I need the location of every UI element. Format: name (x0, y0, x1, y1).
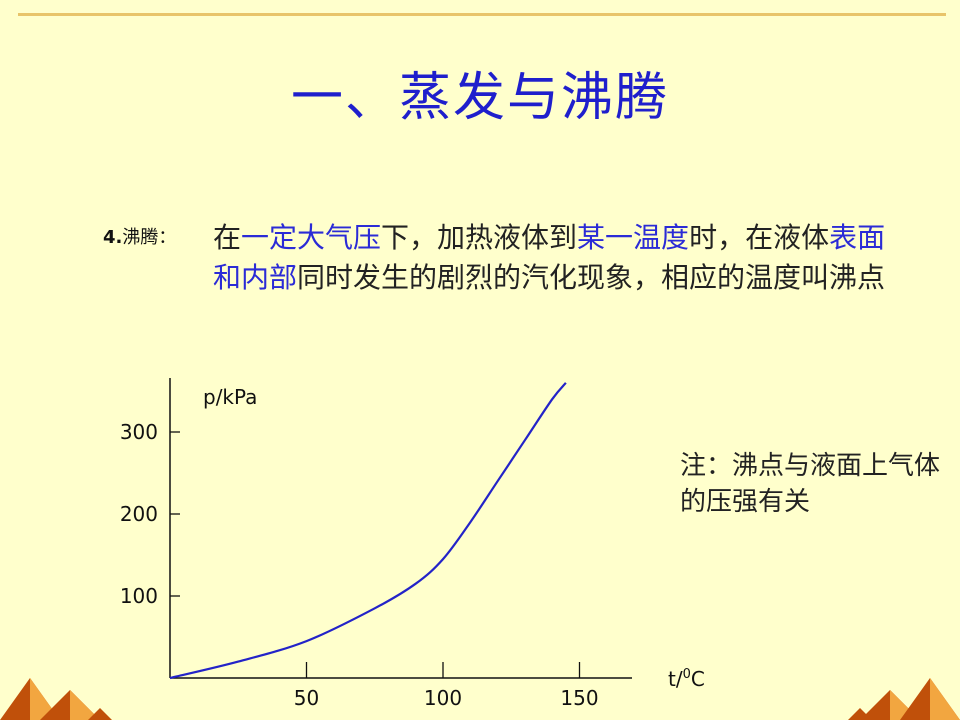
definition-highlight-temperature: 某一温度 (577, 221, 690, 254)
series-curve (169, 382, 567, 680)
corner-decoration-left (0, 678, 112, 720)
y-axis-label: p/kPa (203, 385, 257, 409)
x-axis-label-sup: 0 (683, 667, 691, 682)
y-tick-label: 100 (120, 584, 158, 608)
definition-highlight-pressure: 一定大气压 (241, 221, 382, 254)
corner-decoration-right (848, 678, 960, 720)
definition-highlight-surface: 表面和内部 (213, 221, 886, 294)
definition-label: 4.沸腾： (103, 218, 213, 258)
definition-number: 4. (103, 227, 123, 248)
definition-segment-6: 同时发生的剧烈的汽化现象，相应的温度叫沸点 (297, 261, 886, 294)
x-tick-label: 50 (294, 686, 319, 710)
x-tick-label: 150 (560, 686, 598, 710)
definition-segment-4: 时，在液体 (689, 221, 830, 254)
slide-title: 一、蒸发与沸腾 (290, 68, 669, 128)
definition-segment-0: 在 (213, 221, 242, 254)
x-axis-label: t/0C (668, 667, 705, 691)
x-axis-label-unit: C (691, 667, 705, 691)
top-accent-rule (18, 13, 946, 16)
y-tick-label: 200 (120, 502, 158, 526)
definition-text: 在一定大气压下，加热液体到某一温度时，在液体表面和内部同时发生的剧烈的汽化现象，… (213, 218, 893, 298)
y-tick-label: 300 (120, 420, 158, 444)
boiling-definition: 4.沸腾： 在一定大气压下，加热液体到某一温度时，在液体表面和内部同时发生的剧烈… (103, 218, 903, 298)
definition-term: 沸腾： (122, 227, 177, 248)
note-text: 注：沸点与液面上气体的压强有关 (680, 451, 941, 517)
x-tick-label: 100 (424, 686, 462, 710)
x-axis-label-base: t/ (668, 667, 683, 691)
definition-segment-2: 下，加热液体到 (381, 221, 578, 254)
